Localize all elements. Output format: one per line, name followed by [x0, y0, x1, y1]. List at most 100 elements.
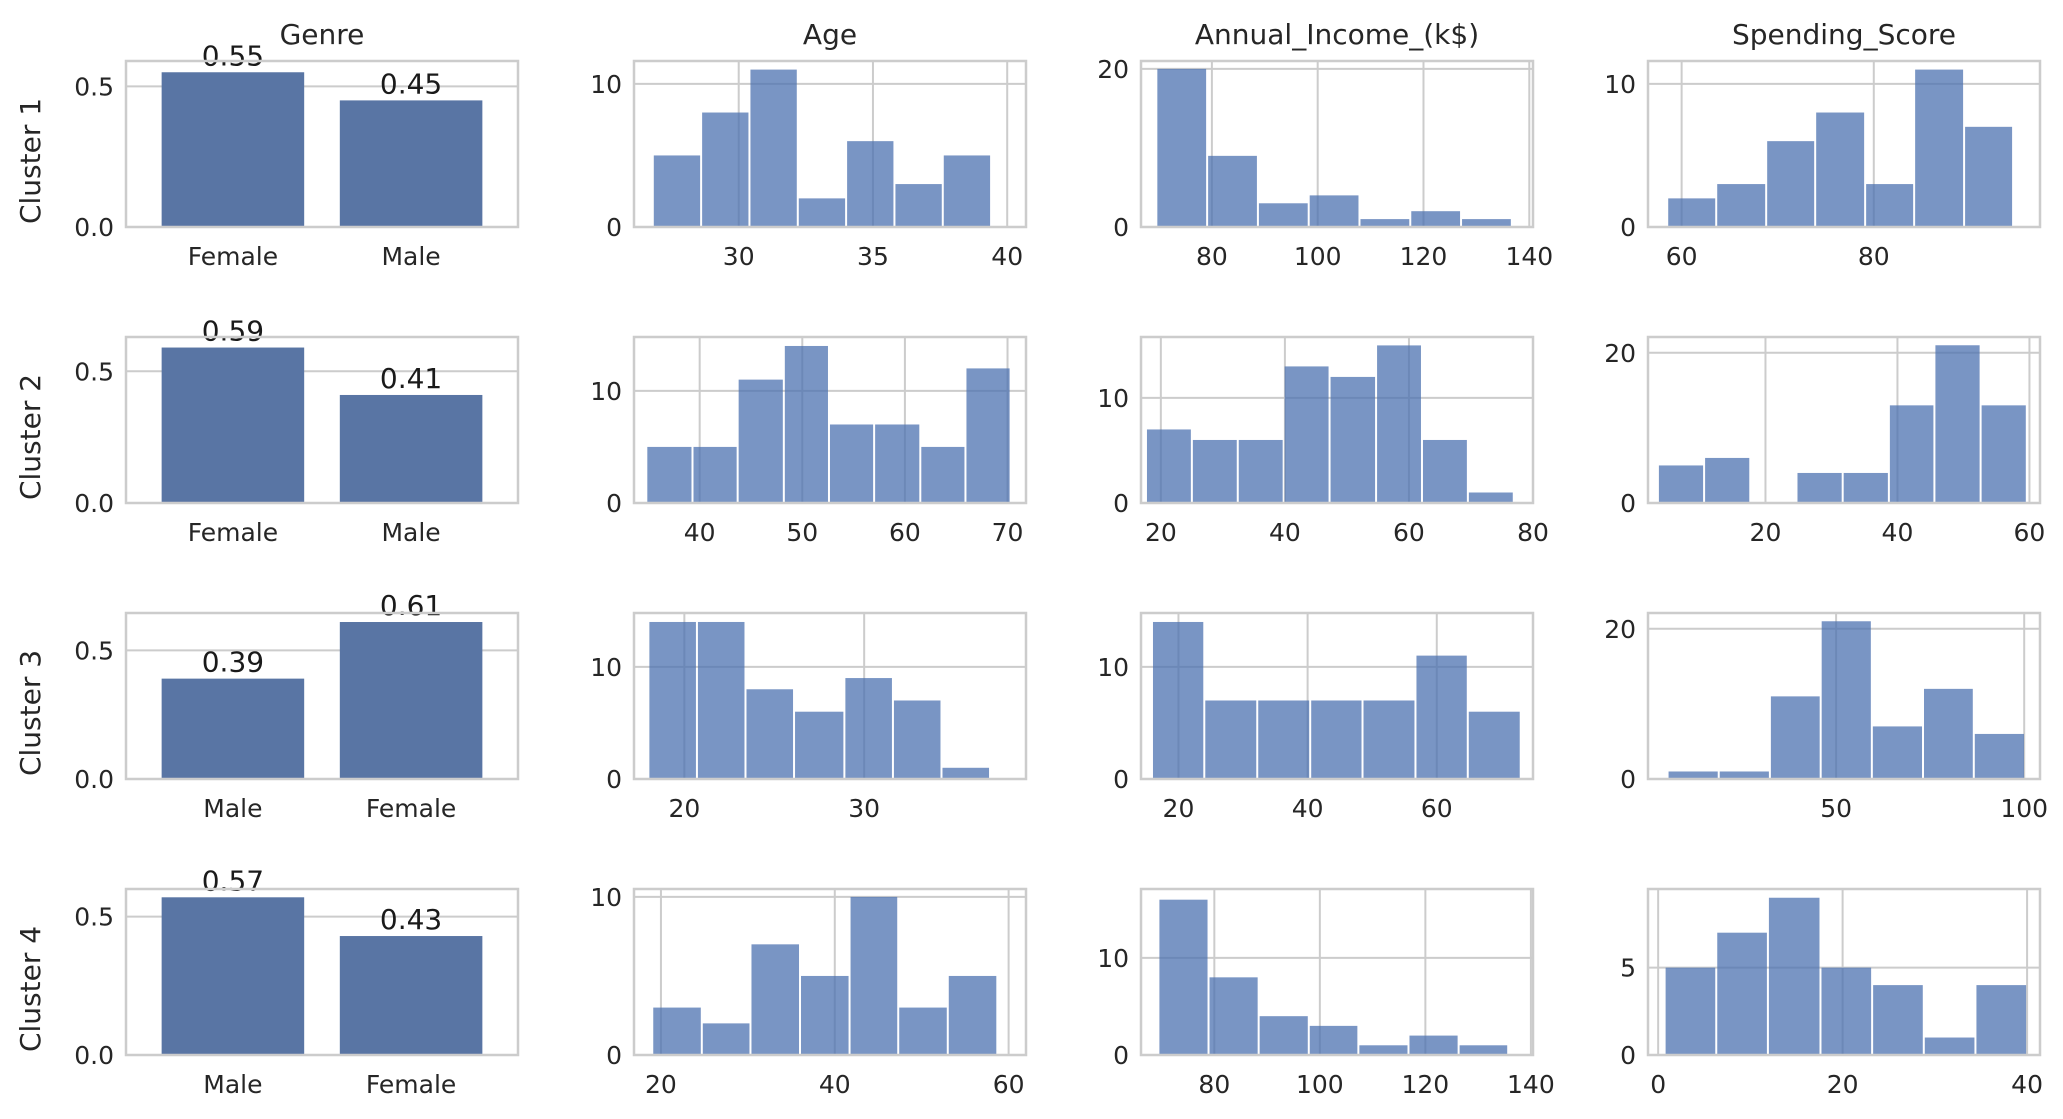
c2-annual-income-y-tick-label: 10	[1097, 384, 1129, 413]
c1-spending-score-x-tick-label: 60	[1666, 242, 1698, 271]
c1-age-x-tick-label: 30	[723, 242, 755, 271]
c3-annual-income-hist-bar	[1468, 711, 1520, 779]
c4-annual-income-x-tick-label: 80	[1198, 1070, 1230, 1099]
row-label-cluster-1: Cluster 1	[14, 98, 47, 224]
c2-age-hist-bar	[738, 379, 783, 503]
c1-genre-category-label: Male	[381, 242, 440, 271]
c1-annual-income-x-tick-label: 100	[1294, 242, 1342, 271]
c4-genre-category-label: Female	[366, 1070, 456, 1099]
c3-age-hist-bar	[795, 711, 844, 779]
c2-annual-income-frame	[1139, 335, 1535, 505]
c1-genre-frame	[124, 59, 520, 229]
c4-spending-score-x-tick-label: 40	[2011, 1070, 2043, 1099]
c3-genre-y-tick-label: 0.5	[74, 636, 114, 665]
c3-annual-income-frame	[1139, 611, 1535, 781]
c4-genre-panel: 0.57 Male 0.43 Female 0.0 0.5	[74, 864, 520, 1099]
c4-genre-data-label: 0.57	[202, 864, 264, 897]
c3-spending-score-frame	[1646, 611, 2042, 781]
c3-age-hist-bar	[845, 678, 892, 779]
c1-annual-income-y-tick-label: 20	[1097, 55, 1129, 84]
c1-age-frame	[632, 59, 1028, 229]
column-title-annual-income: Annual_Income_(k$)	[1195, 18, 1479, 51]
c2-genre-y-tick-label: 0.5	[74, 357, 114, 386]
c4-age-x-tick-label: 60	[993, 1070, 1025, 1099]
c1-age-hist-bar	[653, 155, 701, 227]
c4-spending-score-hist-bar	[1924, 1037, 1975, 1055]
c3-spending-score-x-tick-label: 100	[2000, 794, 2048, 823]
c1-genre-panel: 0.55 Female 0.45 Male 0.0 0.5	[74, 39, 520, 271]
c4-age-y-tick-label: 0	[606, 1041, 622, 1070]
c2-genre-data-label: 0.41	[380, 362, 442, 395]
c3-genre-data-label: 0.61	[380, 589, 442, 622]
c1-spending-score-hist-bar	[1668, 198, 1716, 227]
c2-genre-y-tick-label: 0.0	[74, 489, 114, 518]
c4-spending-score-panel: 0 20 40 0 5	[1620, 887, 2043, 1099]
c3-age-y-tick-label: 10	[590, 653, 622, 682]
c3-spending-score-panel: 50 100 0 20	[1604, 611, 2048, 823]
c1-spending-score-x-tick-label: 80	[1858, 242, 1890, 271]
row-label-cluster-2: Cluster 2	[14, 374, 47, 500]
c4-annual-income-hist-bar	[1459, 1045, 1508, 1055]
c2-spending-score-frame	[1646, 335, 2042, 505]
c4-genre-data-label: 0.43	[380, 903, 442, 936]
c3-annual-income-y-tick-label: 0	[1113, 765, 1129, 794]
c4-spending-score-x-tick-label: 20	[1827, 1070, 1859, 1099]
c1-age-hist-bar	[750, 69, 797, 227]
c2-genre-bar-male	[339, 394, 483, 503]
c1-annual-income-hist-bar	[1411, 211, 1461, 227]
c1-annual-income-y-tick-label: 0	[1113, 213, 1129, 242]
c3-age-panel: 20 30 0 10	[590, 611, 1028, 823]
c2-age-hist-bar	[966, 368, 1010, 503]
c3-genre-bar-male	[161, 678, 305, 779]
c1-spending-score-y-tick-label: 0	[1620, 213, 1636, 242]
c1-annual-income-hist-bar	[1258, 203, 1308, 227]
c4-age-hist-bar	[801, 975, 849, 1055]
c3-age-hist-bar	[697, 621, 745, 779]
c4-annual-income-x-tick-label: 140	[1507, 1070, 1555, 1099]
c4-spending-score-y-tick-label: 5	[1620, 954, 1636, 983]
c2-genre-bar-female	[161, 347, 305, 503]
c4-genre-y-tick-label: 0.0	[74, 1041, 114, 1070]
column-title-spending-score: Spending_Score	[1732, 18, 1956, 51]
c1-spending-score-hist-bar	[1717, 184, 1766, 227]
c4-age-x-tick-label: 40	[819, 1070, 851, 1099]
c1-age-y-tick-label: 0	[606, 213, 622, 242]
c1-age-hist-bar	[798, 198, 846, 227]
c4-age-hist-bar	[948, 975, 997, 1055]
c4-genre-frame	[124, 887, 520, 1057]
c2-spending-score-panel: 20 40 60 0 20	[1604, 335, 2045, 547]
c1-genre-bar-female	[161, 72, 305, 227]
c3-spending-score-x-tick-label: 50	[1820, 794, 1852, 823]
c3-genre-data-label: 0.39	[202, 646, 264, 679]
c1-genre-bar-male	[339, 100, 483, 227]
c2-genre-panel: 0.59 Female 0.41 Male 0.0 0.5	[74, 315, 520, 547]
c2-annual-income-hist-bar	[1377, 345, 1421, 503]
c2-genre-data-label: 0.59	[202, 315, 264, 348]
c1-annual-income-x-tick-label: 80	[1196, 242, 1228, 271]
c3-spending-score-hist-bar	[1719, 771, 1769, 779]
c4-age-panel: 20 40 60 0 10	[590, 883, 1028, 1099]
c1-spending-score-hist-bar	[1816, 112, 1865, 227]
c4-spending-score-hist-bar	[1768, 897, 1820, 1055]
c3-annual-income-hist-bar	[1258, 700, 1310, 779]
c3-genre-panel: 0.39 Male 0.61 Female 0.0 0.5	[74, 589, 520, 823]
c2-age-hist-bar	[875, 424, 920, 503]
c1-spending-score-hist-bar	[1965, 126, 2013, 227]
c1-annual-income-x-tick-label: 140	[1505, 242, 1553, 271]
c2-genre-category-label: Female	[188, 518, 278, 547]
c1-age-hist-bar	[847, 141, 894, 227]
c1-age-x-tick-label: 40	[991, 242, 1023, 271]
c1-genre-data-label: 0.45	[380, 67, 442, 100]
c4-spending-score-frame	[1646, 887, 2042, 1057]
c2-spending-score-hist-bar	[1981, 405, 2026, 503]
c3-annual-income-panel: 20 40 60 0 10	[1097, 611, 1535, 823]
c2-age-frame	[632, 335, 1028, 505]
c3-annual-income-hist-bar	[1311, 700, 1362, 779]
c2-annual-income-hist-bar	[1146, 429, 1191, 503]
c1-annual-income-hist-bar	[1462, 219, 1511, 227]
c2-age-y-tick-label: 0	[606, 489, 622, 518]
c1-age-hist-bar	[943, 155, 991, 227]
c3-genre-bar-female	[339, 622, 483, 779]
c2-age-hist-bar	[647, 446, 692, 503]
c4-spending-score-hist-bar	[1665, 967, 1716, 1055]
